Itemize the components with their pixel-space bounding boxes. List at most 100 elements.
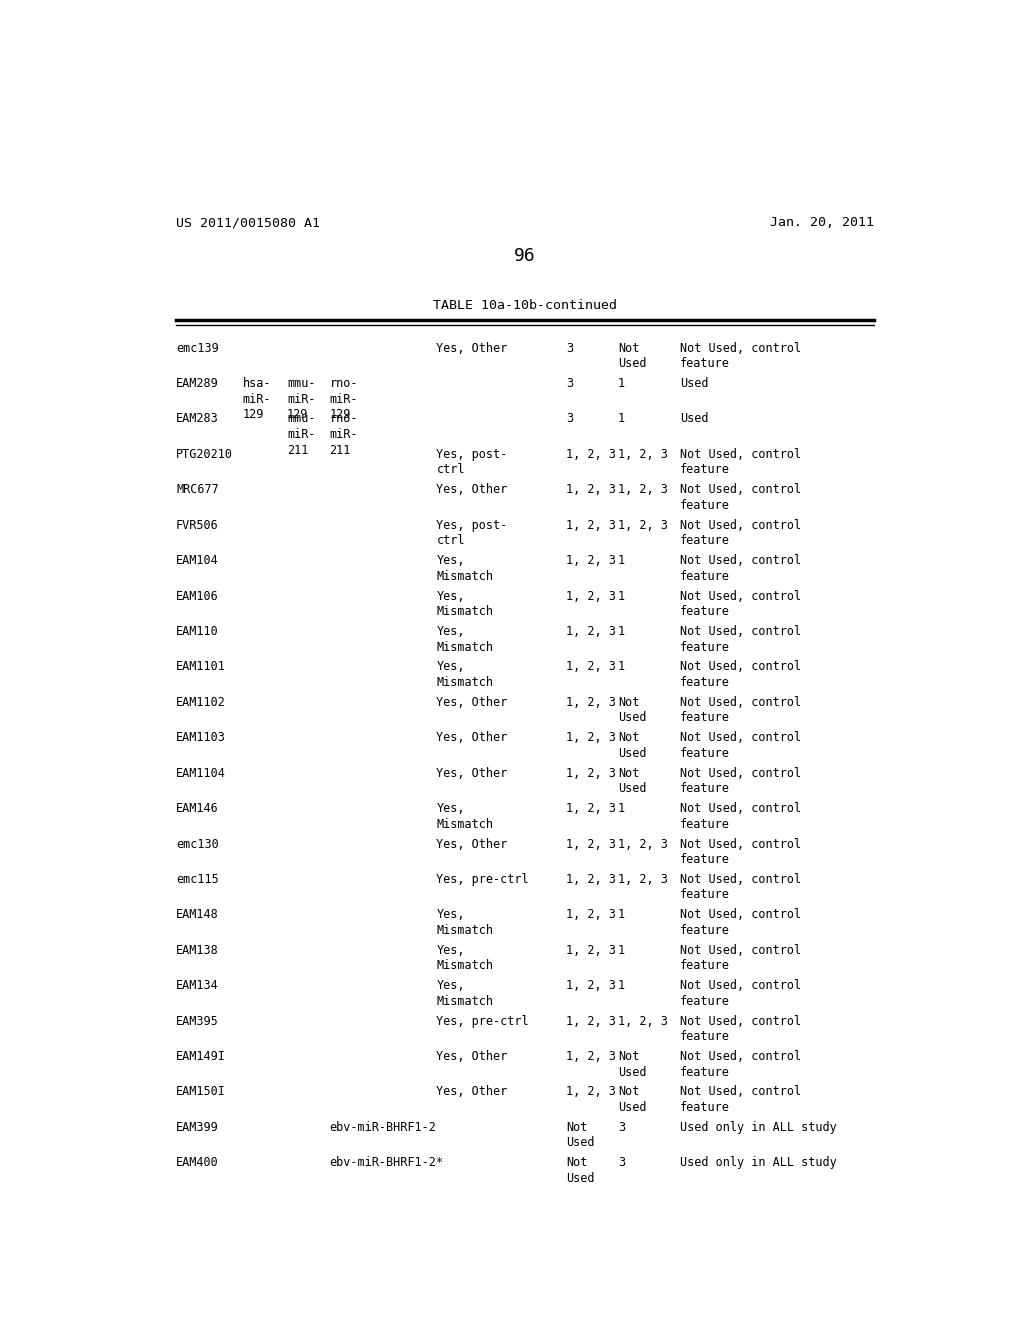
Text: 3: 3 xyxy=(566,412,573,425)
Text: Yes,
Mismatch: Yes, Mismatch xyxy=(436,626,494,653)
Text: Not Used, control
feature: Not Used, control feature xyxy=(680,908,801,937)
Text: 1, 2, 3: 1, 2, 3 xyxy=(566,626,615,638)
Text: Not Used, control
feature: Not Used, control feature xyxy=(680,342,801,370)
Text: Not
Used: Not Used xyxy=(617,1085,646,1114)
Text: EAM1101: EAM1101 xyxy=(176,660,226,673)
Text: 1, 2, 3: 1, 2, 3 xyxy=(566,696,615,709)
Text: EAM134: EAM134 xyxy=(176,979,219,993)
Text: 1, 2, 3: 1, 2, 3 xyxy=(566,767,615,780)
Text: Not Used, control
feature: Not Used, control feature xyxy=(680,944,801,973)
Text: EAM104: EAM104 xyxy=(176,554,219,568)
Text: 1, 2, 3: 1, 2, 3 xyxy=(566,519,615,532)
Text: 3: 3 xyxy=(566,342,573,355)
Text: Yes,
Mismatch: Yes, Mismatch xyxy=(436,944,494,973)
Text: Yes, Other: Yes, Other xyxy=(436,1085,508,1098)
Text: 1, 2, 3: 1, 2, 3 xyxy=(566,483,615,496)
Text: 96: 96 xyxy=(514,247,536,265)
Text: Not Used, control
feature: Not Used, control feature xyxy=(680,1085,801,1114)
Text: 1: 1 xyxy=(617,378,625,391)
Text: Not Used, control
feature: Not Used, control feature xyxy=(680,554,801,582)
Text: EAM150I: EAM150I xyxy=(176,1085,226,1098)
Text: Yes,
Mismatch: Yes, Mismatch xyxy=(436,908,494,937)
Text: Used: Used xyxy=(680,412,709,425)
Text: EAM283: EAM283 xyxy=(176,412,219,425)
Text: 1: 1 xyxy=(617,660,625,673)
Text: Yes, pre-ctrl: Yes, pre-ctrl xyxy=(436,873,529,886)
Text: FVR506: FVR506 xyxy=(176,519,219,532)
Text: emc115: emc115 xyxy=(176,873,219,886)
Text: Not Used, control
feature: Not Used, control feature xyxy=(680,483,801,512)
Text: Not
Used: Not Used xyxy=(617,342,646,370)
Text: Yes,
Mismatch: Yes, Mismatch xyxy=(436,554,494,582)
Text: PTG20210: PTG20210 xyxy=(176,447,233,461)
Text: Yes,
Mismatch: Yes, Mismatch xyxy=(436,660,494,689)
Text: Not
Used: Not Used xyxy=(617,696,646,725)
Text: emc139: emc139 xyxy=(176,342,219,355)
Text: EAM110: EAM110 xyxy=(176,626,219,638)
Text: 1: 1 xyxy=(617,944,625,957)
Text: Yes, post-
ctrl: Yes, post- ctrl xyxy=(436,447,508,477)
Text: Not
Used: Not Used xyxy=(617,731,646,760)
Text: 1, 2, 3: 1, 2, 3 xyxy=(566,803,615,816)
Text: ebv-miR-BHRF1-2*: ebv-miR-BHRF1-2* xyxy=(330,1156,443,1170)
Text: Not Used, control
feature: Not Used, control feature xyxy=(680,626,801,653)
Text: Not Used, control
feature: Not Used, control feature xyxy=(680,696,801,725)
Text: EAM289: EAM289 xyxy=(176,378,219,391)
Text: 3: 3 xyxy=(566,378,573,391)
Text: Yes, Other: Yes, Other xyxy=(436,838,508,850)
Text: Not Used, control
feature: Not Used, control feature xyxy=(680,519,801,548)
Text: 1, 2, 3: 1, 2, 3 xyxy=(566,554,615,568)
Text: Yes, Other: Yes, Other xyxy=(436,342,508,355)
Text: Not
Used: Not Used xyxy=(617,1051,646,1078)
Text: Not
Used: Not Used xyxy=(566,1156,594,1185)
Text: Not Used, control
feature: Not Used, control feature xyxy=(680,979,801,1007)
Text: 1, 2, 3: 1, 2, 3 xyxy=(566,873,615,886)
Text: 1: 1 xyxy=(617,979,625,993)
Text: 1, 2, 3: 1, 2, 3 xyxy=(566,1085,615,1098)
Text: TABLE 10a-10b-continued: TABLE 10a-10b-continued xyxy=(433,300,616,313)
Text: 1, 2, 3: 1, 2, 3 xyxy=(566,590,615,603)
Text: Not Used, control
feature: Not Used, control feature xyxy=(680,731,801,760)
Text: mmu-
miR-
211: mmu- miR- 211 xyxy=(287,412,315,457)
Text: 1, 2, 3: 1, 2, 3 xyxy=(566,660,615,673)
Text: Not
Used: Not Used xyxy=(566,1121,594,1150)
Text: 1, 2, 3: 1, 2, 3 xyxy=(617,1015,668,1028)
Text: Not Used, control
feature: Not Used, control feature xyxy=(680,803,801,830)
Text: Yes, pre-ctrl: Yes, pre-ctrl xyxy=(436,1015,529,1028)
Text: 3: 3 xyxy=(617,1121,625,1134)
Text: 1, 2, 3: 1, 2, 3 xyxy=(617,838,668,850)
Text: 1: 1 xyxy=(617,908,625,921)
Text: EAM400: EAM400 xyxy=(176,1156,219,1170)
Text: Not Used, control
feature: Not Used, control feature xyxy=(680,873,801,902)
Text: Yes, Other: Yes, Other xyxy=(436,1051,508,1063)
Text: 1: 1 xyxy=(617,803,625,816)
Text: EAM395: EAM395 xyxy=(176,1015,219,1028)
Text: Not Used, control
feature: Not Used, control feature xyxy=(680,590,801,618)
Text: EAM149I: EAM149I xyxy=(176,1051,226,1063)
Text: 1, 2, 3: 1, 2, 3 xyxy=(566,447,615,461)
Text: 1, 2, 3: 1, 2, 3 xyxy=(617,447,668,461)
Text: EAM148: EAM148 xyxy=(176,908,219,921)
Text: rno-
miR-
211: rno- miR- 211 xyxy=(330,412,358,457)
Text: 1, 2, 3: 1, 2, 3 xyxy=(566,908,615,921)
Text: emc130: emc130 xyxy=(176,838,219,850)
Text: 1, 2, 3: 1, 2, 3 xyxy=(566,1015,615,1028)
Text: 1, 2, 3: 1, 2, 3 xyxy=(566,979,615,993)
Text: mmu-
miR-
129: mmu- miR- 129 xyxy=(287,378,315,421)
Text: EAM138: EAM138 xyxy=(176,944,219,957)
Text: 3: 3 xyxy=(617,1156,625,1170)
Text: rno-
miR-
129: rno- miR- 129 xyxy=(330,378,358,421)
Text: Yes,
Mismatch: Yes, Mismatch xyxy=(436,979,494,1007)
Text: EAM1103: EAM1103 xyxy=(176,731,226,744)
Text: MRC677: MRC677 xyxy=(176,483,219,496)
Text: Yes, Other: Yes, Other xyxy=(436,731,508,744)
Text: EAM1104: EAM1104 xyxy=(176,767,226,780)
Text: Not
Used: Not Used xyxy=(617,767,646,795)
Text: Used only in ALL study: Used only in ALL study xyxy=(680,1156,837,1170)
Text: 1: 1 xyxy=(617,626,625,638)
Text: Used only in ALL study: Used only in ALL study xyxy=(680,1121,837,1134)
Text: Not Used, control
feature: Not Used, control feature xyxy=(680,838,801,866)
Text: EAM399: EAM399 xyxy=(176,1121,219,1134)
Text: US 2011/0015080 A1: US 2011/0015080 A1 xyxy=(176,216,321,230)
Text: EAM1102: EAM1102 xyxy=(176,696,226,709)
